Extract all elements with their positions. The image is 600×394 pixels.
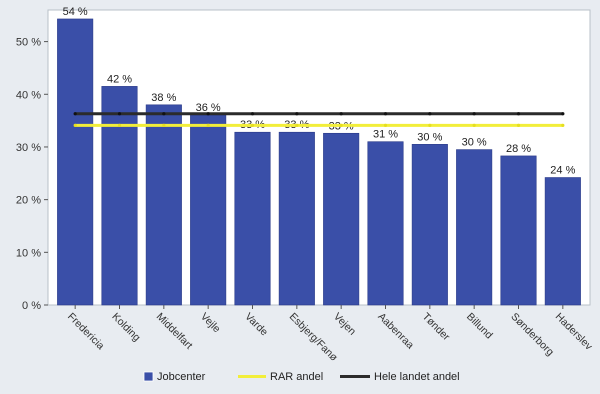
rar-line-marker — [295, 123, 299, 127]
legend-label-rar: RAR andel — [270, 371, 323, 383]
bar-series-jobcenter — [57, 18, 581, 306]
bar-value-label: 28 % — [506, 143, 531, 155]
bar — [500, 155, 537, 306]
national-line-marker — [516, 112, 521, 116]
x-tick-label: Varde — [242, 311, 270, 339]
bar-value-label: 31 % — [373, 129, 398, 141]
national-line-marker — [73, 112, 77, 116]
y-tick-label: 0 % — [22, 300, 41, 312]
bar — [456, 149, 493, 306]
rar-line-marker — [516, 123, 521, 127]
bar — [234, 131, 271, 306]
y-axis: 0 % 10 % 20 % 30 % 40 % 50 % — [16, 37, 48, 312]
plot-area — [47, 9, 591, 306]
x-tick-label: Aabenraa — [375, 311, 416, 352]
rar-line-marker — [117, 123, 122, 127]
x-tick-label: Haderslev — [553, 311, 595, 353]
rar-line-marker — [162, 123, 166, 127]
bar-value-label: 54 % — [63, 6, 88, 18]
bar — [101, 86, 138, 306]
bar — [411, 144, 448, 306]
x-tick-label: Vejen — [331, 311, 358, 338]
rar-line-marker — [428, 123, 432, 127]
rar-line-marker — [73, 123, 77, 127]
y-tick-label: 50 % — [16, 37, 41, 49]
rar-line-marker — [339, 123, 343, 127]
y-tick-label: 30 % — [16, 142, 41, 154]
national-line-marker — [206, 112, 210, 116]
legend-label-jobcenter: Jobcenter — [157, 371, 206, 383]
national-line-series — [73, 112, 565, 116]
bar-value-label: 42 % — [107, 73, 132, 85]
x-tick-label: Kolding — [109, 311, 142, 344]
x-tick-label: Tønder — [420, 311, 453, 344]
national-line-marker — [561, 112, 565, 116]
rar-line-marker — [383, 123, 388, 127]
national-line-marker — [428, 112, 432, 116]
x-tick-label: Fredericia — [65, 311, 107, 353]
bar — [190, 114, 227, 306]
rar-line-marker — [561, 123, 565, 127]
bar — [323, 132, 360, 306]
legend: Jobcenter RAR andel Hele landet andel — [143, 371, 460, 383]
national-line-marker — [162, 112, 166, 116]
x-tick-label: Middelfart — [154, 311, 195, 352]
national-line-marker — [339, 112, 343, 116]
x-tick-label: Billund — [464, 311, 495, 342]
bar-value-label: 30 % — [417, 131, 442, 143]
national-line-marker — [250, 112, 255, 116]
y-tick-label: 10 % — [16, 247, 41, 259]
national-line-marker — [117, 112, 122, 116]
bar — [57, 18, 94, 306]
y-tick-label: 20 % — [16, 195, 41, 207]
legend-swatch-jobcenter — [143, 371, 154, 382]
bar — [367, 141, 404, 306]
rar-line-series — [73, 123, 565, 127]
rar-line-marker — [472, 123, 476, 127]
x-axis-labels: Fredericia Kolding Middelfart Vejle Varde Esb… — [65, 305, 595, 364]
legend-label-national: Hele landet andel — [374, 371, 460, 383]
bar-value-label: 30 % — [462, 137, 487, 149]
national-line-marker — [383, 112, 388, 116]
x-tick-label: Sønderborg — [508, 311, 556, 359]
national-line-marker — [472, 112, 476, 116]
bar — [544, 177, 581, 306]
bar — [278, 131, 315, 306]
bar-value-label: 36 % — [196, 102, 221, 114]
bar-value-label: 24 % — [550, 165, 575, 177]
bar-value-label: 38 % — [151, 92, 176, 104]
y-tick-label: 40 % — [16, 89, 41, 101]
national-line-marker — [295, 112, 299, 116]
x-tick-label: Vejle — [198, 311, 223, 336]
rar-line-marker — [250, 123, 255, 127]
bar — [145, 104, 182, 306]
rar-line-marker — [206, 123, 210, 127]
